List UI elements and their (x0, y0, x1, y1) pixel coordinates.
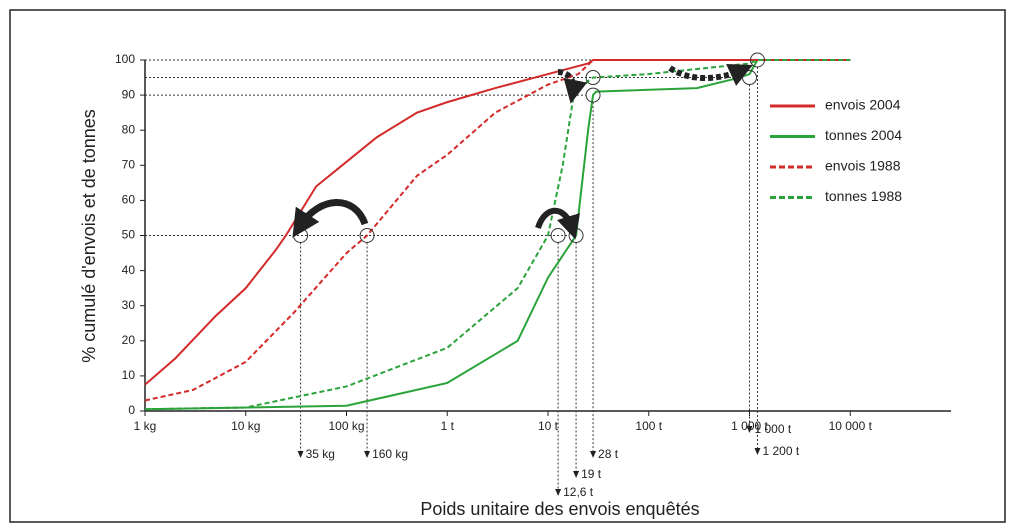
x-tick-label: 10 t (538, 419, 559, 433)
label-arrow (754, 448, 761, 455)
marker-label: 19 t (581, 467, 602, 481)
y-tick-label: 80 (122, 122, 136, 136)
series-line (144, 59, 851, 402)
frame (9, 9, 1006, 523)
legend-label: tonnes 1988 (825, 188, 902, 204)
label-arrow (555, 489, 562, 496)
y-tick-label: 20 (122, 333, 136, 347)
plot: 0 10 20 30 40 50 60 70 80 90 100 1 kg 10 kg 100 kg 1 t… (115, 52, 951, 499)
series-line (144, 59, 851, 411)
label-arrow (746, 426, 753, 433)
label-arrow (590, 451, 597, 458)
y-tick-label: 10 (122, 368, 136, 382)
marker-label: 35 kg (306, 447, 335, 461)
x-axis-title: Poids unitaire des envois enquêtés (420, 499, 699, 519)
legend-label: envois 2004 (825, 97, 901, 113)
arrow (668, 64, 753, 86)
x-tick-label: 100 t (635, 419, 662, 433)
label-arrow (364, 451, 371, 458)
series-line (144, 59, 851, 386)
x-tick-label: 1 t (441, 419, 455, 433)
x-tick-label: 100 kg (328, 419, 364, 433)
legend-label: envois 1988 (825, 158, 901, 174)
marker-circle (359, 228, 375, 243)
y-tick-label: 60 (122, 193, 136, 207)
y-tick-label: 30 (122, 298, 136, 312)
y-tick-label: 90 (122, 87, 136, 101)
x-tick-label: 10 kg (231, 419, 260, 433)
marker-circle (585, 70, 601, 86)
y-tick-label: 0 (128, 403, 135, 417)
arrow (535, 207, 580, 240)
marker-label: 160 kg (372, 447, 408, 461)
marker-circle (749, 52, 765, 68)
marker-label: 28 t (598, 447, 619, 461)
y-tick-label: 100 (115, 52, 135, 66)
arrow (557, 69, 588, 104)
label-arrow (573, 471, 580, 478)
arrow (292, 199, 369, 238)
y-axis-title: % cumulé d'envois et de tonnes (79, 109, 99, 363)
marker-label: 1 000 t (755, 422, 792, 436)
y-tick-label: 40 (122, 263, 136, 277)
y-tick-label: 70 (122, 157, 136, 171)
marker-label: 1 200 t (762, 444, 799, 458)
legend-label: tonnes 2004 (825, 127, 902, 143)
y-tick-label: 50 (122, 228, 136, 242)
marker-label: 12,6 t (563, 485, 594, 499)
x-tick-label: 1 kg (134, 419, 157, 433)
label-arrow (297, 451, 304, 458)
x-tick-label: 10 000 t (829, 419, 873, 433)
